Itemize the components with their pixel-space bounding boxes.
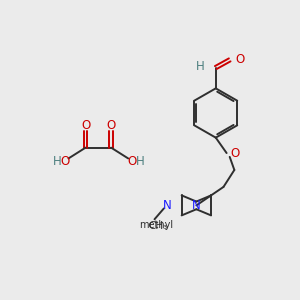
- Text: O: O: [106, 119, 116, 132]
- Text: O: O: [230, 147, 240, 160]
- Text: H: H: [196, 60, 205, 73]
- Text: O: O: [128, 155, 137, 168]
- Text: H: H: [52, 155, 61, 168]
- Text: methyl: methyl: [139, 220, 173, 230]
- Text: O: O: [60, 155, 69, 168]
- Text: O: O: [81, 119, 90, 132]
- Text: CH₃: CH₃: [148, 221, 167, 231]
- Text: N: N: [163, 199, 171, 212]
- Text: O: O: [235, 52, 244, 66]
- Text: H: H: [135, 155, 144, 168]
- Text: N: N: [192, 199, 201, 212]
